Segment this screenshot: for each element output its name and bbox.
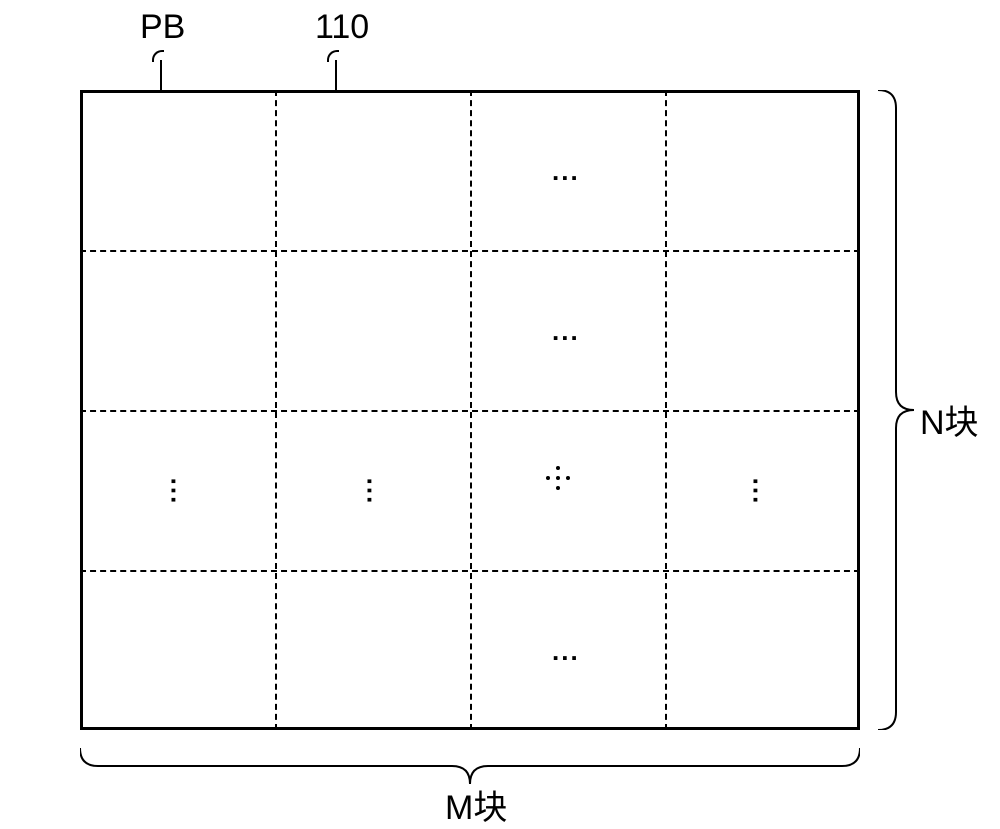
grid-hline — [80, 570, 860, 572]
ellipsis-v: ... — [164, 478, 195, 506]
grid-hline — [80, 250, 860, 252]
ellipsis-cross-dot — [546, 476, 550, 480]
ellipsis-v: ... — [360, 478, 391, 506]
ellipsis-cross-dot — [556, 486, 560, 490]
ellipsis-h: ... — [552, 156, 580, 187]
label-right: N块 — [920, 395, 979, 444]
ellipsis-h: ... — [552, 636, 580, 667]
grid-hline — [80, 410, 860, 412]
label-pb: PB — [140, 8, 185, 47]
ellipsis-h: ... — [552, 316, 580, 347]
brace-right — [878, 90, 914, 730]
diagram-canvas: PB 110 N块 M块 .................. — [0, 0, 1000, 822]
brace-bottom — [80, 748, 860, 784]
label-num: 110 — [315, 8, 369, 47]
ellipsis-cross-dot — [556, 476, 560, 480]
ellipsis-cross-dot — [556, 466, 560, 470]
ellipsis-cross-dot — [566, 476, 570, 480]
ellipsis-v: ... — [746, 478, 777, 506]
